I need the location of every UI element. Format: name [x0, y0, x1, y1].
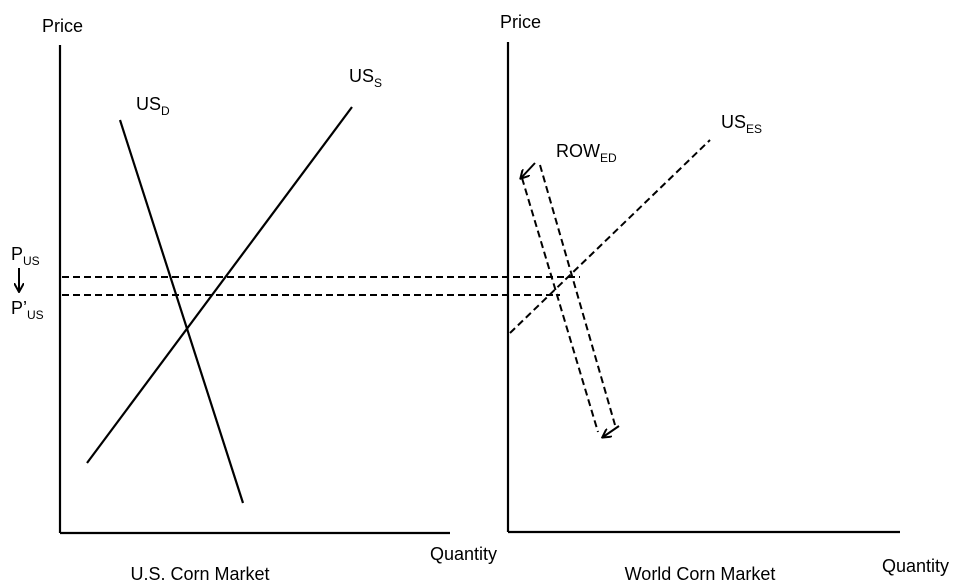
- price-label: P’US: [11, 298, 44, 322]
- axis-label: Price: [500, 12, 541, 32]
- axis-label: Price: [42, 16, 83, 36]
- panel-title: World Corn Market: [625, 564, 776, 583]
- curve-label: ROWED: [556, 141, 617, 165]
- demand-curve: [118, 119, 245, 504]
- excess-demand-curve-shifted: [539, 164, 616, 426]
- supply-curve: [86, 106, 353, 464]
- curve-label: USES: [721, 112, 762, 136]
- excess-demand-curve: [521, 177, 599, 433]
- excess-supply-curve: [509, 139, 711, 334]
- price-label: PUS: [11, 244, 40, 268]
- shift-arrow: [521, 162, 536, 178]
- panel-title: U.S. Corn Market: [130, 564, 269, 583]
- axis-label: Quantity: [430, 544, 497, 564]
- shift-arrow: [603, 425, 620, 437]
- curve-label: USD: [136, 94, 170, 118]
- curve-label: USS: [349, 66, 382, 90]
- axis-label: Quantity: [882, 556, 949, 576]
